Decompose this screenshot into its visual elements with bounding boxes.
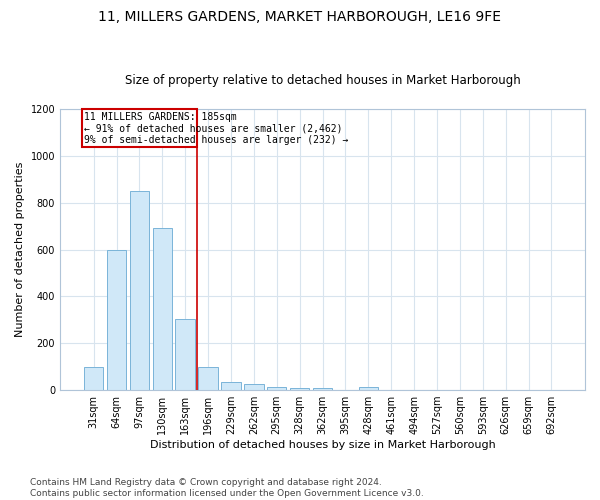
Bar [267,386,286,390]
Text: 11, MILLERS GARDENS, MARKET HARBOROUGH, LE16 9FE: 11, MILLERS GARDENS, MARKET HARBOROUGH, … [98,10,502,24]
Bar [199,366,218,390]
Bar [152,228,172,390]
Bar [359,386,378,390]
Bar [313,388,332,390]
Bar [221,382,241,390]
Bar [84,366,103,390]
Bar [175,318,195,390]
Text: ← 91% of detached houses are smaller (2,462): ← 91% of detached houses are smaller (2,… [85,124,343,134]
Bar [130,191,149,390]
Text: 9% of semi-detached houses are larger (232) →: 9% of semi-detached houses are larger (2… [85,136,349,145]
FancyBboxPatch shape [82,109,197,147]
X-axis label: Distribution of detached houses by size in Market Harborough: Distribution of detached houses by size … [149,440,496,450]
Bar [107,250,126,390]
Title: Size of property relative to detached houses in Market Harborough: Size of property relative to detached ho… [125,74,520,87]
Bar [244,384,263,390]
Y-axis label: Number of detached properties: Number of detached properties [15,162,25,337]
Text: Contains HM Land Registry data © Crown copyright and database right 2024.
Contai: Contains HM Land Registry data © Crown c… [30,478,424,498]
Bar [290,388,310,390]
Text: 11 MILLERS GARDENS: 185sqm: 11 MILLERS GARDENS: 185sqm [85,112,237,122]
